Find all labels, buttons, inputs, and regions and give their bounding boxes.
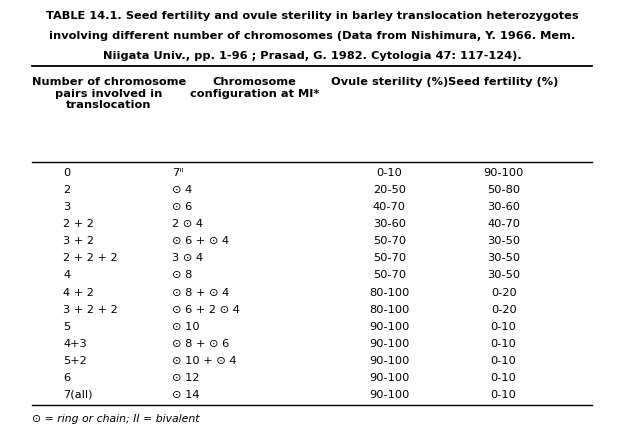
Text: 0-10: 0-10 <box>490 322 517 332</box>
Text: 3 ⊙ 4: 3 ⊙ 4 <box>172 253 203 263</box>
Text: 5: 5 <box>63 322 71 332</box>
Text: 5+2: 5+2 <box>63 356 87 366</box>
Text: 90-100: 90-100 <box>369 356 409 366</box>
Text: ⊙ 8 + ⊙ 4: ⊙ 8 + ⊙ 4 <box>172 288 229 297</box>
Text: 0-20: 0-20 <box>491 288 517 297</box>
Text: 30-50: 30-50 <box>487 236 520 246</box>
Text: ⊙ 14: ⊙ 14 <box>172 390 199 400</box>
Text: ⊙ 12: ⊙ 12 <box>172 373 199 383</box>
Text: Number of chromosome
pairs involved in
translocation: Number of chromosome pairs involved in t… <box>32 77 186 110</box>
Text: 40-70: 40-70 <box>373 202 406 212</box>
Text: 40-70: 40-70 <box>487 219 520 229</box>
Text: ⊙ 10 + ⊙ 4: ⊙ 10 + ⊙ 4 <box>172 356 236 366</box>
Text: 30-60: 30-60 <box>373 219 406 229</box>
Text: 0-10: 0-10 <box>376 168 402 178</box>
Text: 2: 2 <box>63 185 71 195</box>
Text: ⊙ 8: ⊙ 8 <box>172 271 192 280</box>
Text: 3 + 2 + 2: 3 + 2 + 2 <box>63 305 118 315</box>
Text: 20-50: 20-50 <box>373 185 406 195</box>
Text: 90-100: 90-100 <box>369 373 409 383</box>
Text: 80-100: 80-100 <box>369 305 409 315</box>
Text: 0-20: 0-20 <box>491 305 517 315</box>
Text: 3: 3 <box>63 202 71 212</box>
Text: Ovule sterility (%): Ovule sterility (%) <box>331 77 448 87</box>
Text: 90-100: 90-100 <box>369 322 409 332</box>
Text: 2 + 2: 2 + 2 <box>63 219 94 229</box>
Text: 80-100: 80-100 <box>369 288 409 297</box>
Text: ⊙ 4: ⊙ 4 <box>172 185 192 195</box>
Text: ⊙ 6 + ⊙ 4: ⊙ 6 + ⊙ 4 <box>172 236 229 246</box>
Text: 2 + 2 + 2: 2 + 2 + 2 <box>63 253 118 263</box>
Text: 90-100: 90-100 <box>369 339 409 349</box>
Text: 50-80: 50-80 <box>487 185 520 195</box>
Text: 50-70: 50-70 <box>373 253 406 263</box>
Text: ⊙ = ring or chain; II = bivalent: ⊙ = ring or chain; II = bivalent <box>32 414 199 424</box>
Text: 30-50: 30-50 <box>487 271 520 280</box>
Text: 2 ⊙ 4: 2 ⊙ 4 <box>172 219 203 229</box>
Text: 7(all): 7(all) <box>63 390 92 400</box>
Text: ⊙ 8 + ⊙ 6: ⊙ 8 + ⊙ 6 <box>172 339 229 349</box>
Text: involving different number of chromosomes (Data from Nishimura, Y. 1966. Mem.: involving different number of chromosome… <box>49 31 575 40</box>
Text: 0-10: 0-10 <box>490 339 517 349</box>
Text: 7ᴵᴵ: 7ᴵᴵ <box>172 168 183 178</box>
Text: 3 + 2: 3 + 2 <box>63 236 94 246</box>
Text: 0-10: 0-10 <box>490 356 517 366</box>
Text: 30-60: 30-60 <box>487 202 520 212</box>
Text: 90-100: 90-100 <box>369 390 409 400</box>
Text: 0-10: 0-10 <box>490 390 517 400</box>
Text: 50-70: 50-70 <box>373 236 406 246</box>
Text: 6: 6 <box>63 373 71 383</box>
Text: 0-10: 0-10 <box>490 373 517 383</box>
Text: TABLE 14.1. Seed fertility and ovule sterility in barley translocation heterozyg: TABLE 14.1. Seed fertility and ovule ste… <box>46 11 578 20</box>
Text: Niigata Univ., pp. 1-96 ; Prasad, G. 1982. Cytologia 47: 117-124).: Niigata Univ., pp. 1-96 ; Prasad, G. 198… <box>102 51 522 60</box>
Text: ⊙ 6 + 2 ⊙ 4: ⊙ 6 + 2 ⊙ 4 <box>172 305 240 315</box>
Text: 4+3: 4+3 <box>63 339 87 349</box>
Text: ⊙ 10: ⊙ 10 <box>172 322 200 332</box>
Text: Chromosome
configuration at MI*: Chromosome configuration at MI* <box>190 77 319 99</box>
Text: 4: 4 <box>63 271 71 280</box>
Text: Seed fertility (%): Seed fertility (%) <box>449 77 559 87</box>
Text: 90-100: 90-100 <box>484 168 524 178</box>
Text: 4 + 2: 4 + 2 <box>63 288 94 297</box>
Text: ⊙ 6: ⊙ 6 <box>172 202 192 212</box>
Text: 50-70: 50-70 <box>373 271 406 280</box>
Text: 30-50: 30-50 <box>487 253 520 263</box>
Text: 0: 0 <box>63 168 71 178</box>
